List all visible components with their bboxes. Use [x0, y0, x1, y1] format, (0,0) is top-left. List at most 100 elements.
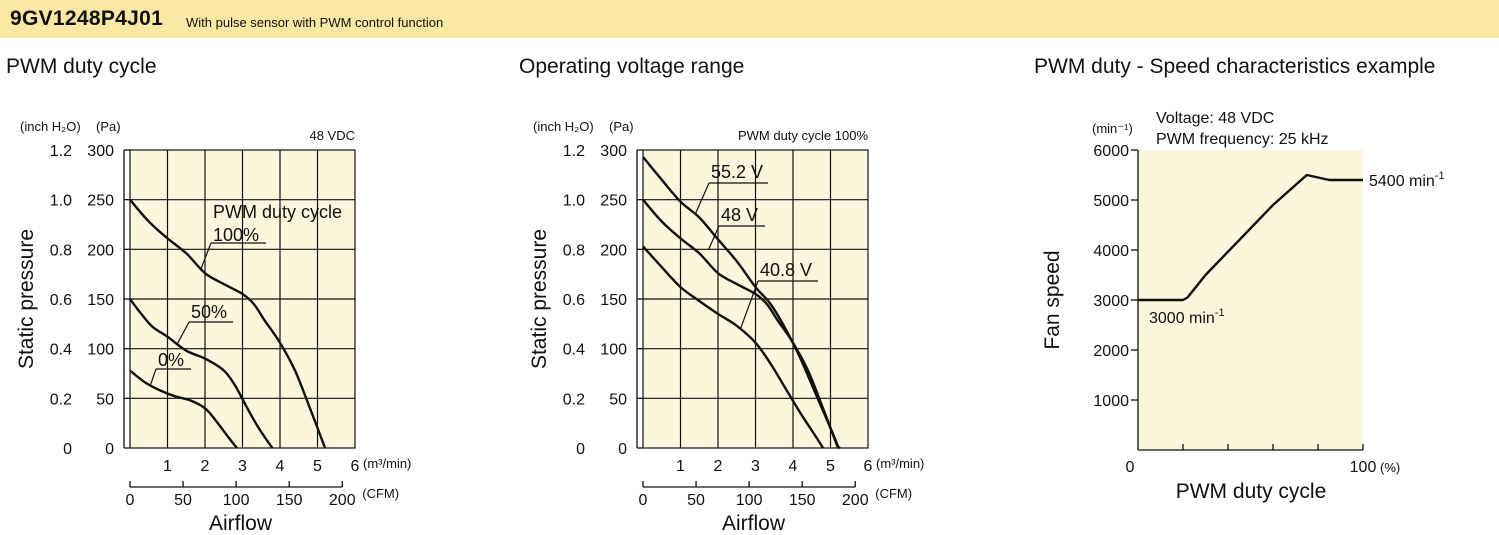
- c1-y-label: Static pressure: [15, 229, 38, 369]
- c2-label-leader: [708, 225, 720, 250]
- c3-x-tick-label: 0: [1126, 459, 1135, 476]
- model-banner: 9GV1248P4J01 With pulse sensor with PWM …: [0, 0, 1499, 38]
- c1-y2-tick-label: 1.2: [50, 143, 72, 160]
- c2-x-tick-label: 3: [751, 458, 760, 475]
- c2-y2-tick-label: 0.2: [563, 391, 585, 408]
- c2-series-label: 40.8 V: [760, 260, 812, 280]
- c1-x2-tick-label: 100: [223, 492, 250, 509]
- c2-series-label: 55.2 V: [711, 162, 763, 182]
- c1-y2-tick-label: 0.6: [50, 292, 72, 309]
- c1-y2-tick-label: 0: [63, 441, 72, 458]
- c1-y-tick-label: 100: [87, 342, 114, 359]
- c3-x-label: PWM duty cycle: [1176, 480, 1327, 503]
- c1-plot: 00500.21000.41500.62000.82501.03001.2(in…: [15, 119, 411, 535]
- c3-annotation-frequency: PWM frequency: 25 kHz: [1156, 131, 1329, 148]
- c3-speed-curve: [1138, 173, 1363, 302]
- c2-x-label: Airflow: [722, 512, 786, 535]
- c1-y-tick-label: 150: [87, 292, 114, 309]
- model-description: With pulse sensor with PWM control funct…: [186, 15, 444, 30]
- c2-curve-2: [642, 245, 825, 449]
- c2-x-unit: (m³/min): [876, 456, 924, 471]
- c2-x2-tick-label: 200: [842, 492, 869, 509]
- c1-y2-tick-label: 1.0: [50, 193, 72, 210]
- c2-y-tick-label: 100: [600, 342, 627, 359]
- c1-y2-tick-label: 0.4: [50, 342, 72, 359]
- c2-annotation: PWM duty cycle 100%: [738, 128, 868, 143]
- c2-y2-tick-label: 0: [576, 441, 585, 458]
- c1-curve-2: [129, 369, 238, 449]
- c2-y-tick-label: 250: [600, 193, 627, 210]
- c1-x2-tick-label: 0: [126, 492, 135, 509]
- c1-label-leader: [200, 242, 212, 269]
- chart3-title: PWM duty - Speed characteristics example: [1034, 55, 1436, 78]
- c2-y2-unit: (inch H₂O): [533, 119, 594, 134]
- c2-x-tick-label: 5: [826, 458, 835, 475]
- c1-x-unit: (m³/min): [363, 456, 411, 471]
- c1-legend-title: PWM duty cycle: [213, 202, 342, 222]
- c2-x-tick-label: 2: [714, 458, 723, 475]
- c1-curve-0: [129, 198, 327, 449]
- c2-x-tick-label: 1: [676, 458, 685, 475]
- c1-x2-tick-label: 200: [329, 492, 356, 509]
- c1-y-tick-label: 250: [87, 193, 114, 210]
- c1-y-tick-label: 300: [87, 143, 114, 160]
- c2-x2-unit: (CFM): [875, 486, 912, 501]
- c2-curve-1: [642, 198, 840, 449]
- c3-plot: 1000 2000 3000 4000 5000 6000 0 100 (%) PWM duty …: [1041, 110, 1400, 503]
- c3-y-tick-label: 6000: [1093, 143, 1129, 160]
- c2-x2-tick-label: 0: [639, 492, 648, 509]
- c1-series-label: 100%: [213, 225, 259, 245]
- c2-x-tick-label: 6: [864, 458, 873, 475]
- c1-y-tick-label: 200: [87, 242, 114, 259]
- c1-series-label: 50%: [191, 302, 227, 322]
- c3-label-3000: 3000 min-1: [1149, 307, 1225, 327]
- c2-y2-tick-label: 1.0: [563, 193, 585, 210]
- c2-y-unit: (Pa): [609, 119, 634, 134]
- c2-y-label: Static pressure: [528, 229, 551, 369]
- c2-y-tick-label: 150: [600, 292, 627, 309]
- c1-x-label: Airflow: [209, 512, 273, 535]
- c2-x2-tick-label: 50: [687, 492, 705, 509]
- c1-y-tick-label: 0: [105, 441, 114, 458]
- c2-y2-tick-label: 0.6: [563, 292, 585, 309]
- c2-y2-tick-label: 0.8: [563, 242, 585, 259]
- c1-x-tick-label: 2: [201, 458, 210, 475]
- c2-plot: 00500.21000.41500.62000.82501.03001.2(in…: [528, 119, 924, 535]
- c1-series-label: 0%: [158, 350, 184, 370]
- c3-annotation-voltage: Voltage: 48 VDC: [1156, 110, 1274, 127]
- c3-x-unit: (%): [1380, 460, 1400, 475]
- c2-y-tick-label: 0: [618, 441, 627, 458]
- c2-label-leader: [694, 182, 710, 214]
- c1-curve-1: [129, 298, 274, 449]
- c3-y-label: Fan speed: [1041, 250, 1064, 349]
- c1-label-leader: [150, 368, 157, 385]
- c2-label-leader: [739, 280, 759, 330]
- c2-y-tick-label: 200: [600, 242, 627, 259]
- c2-y-tick-label: 300: [600, 143, 627, 160]
- c3-y-unit: (min⁻¹): [1092, 121, 1133, 136]
- chart1-title: PWM duty cycle: [6, 55, 157, 78]
- c2-x2-tick-label: 100: [736, 492, 763, 509]
- c1-x-tick-label: 5: [313, 458, 322, 475]
- c2-y2-tick-label: 1.2: [563, 143, 585, 160]
- model-number: 9GV1248P4J01: [10, 7, 164, 30]
- c1-x-tick-label: 4: [276, 458, 285, 475]
- c3-y-tick-label: 3000: [1093, 293, 1129, 310]
- c1-y2-tick-label: 0.2: [50, 391, 72, 408]
- c3-x-tick-label: 100: [1350, 459, 1377, 476]
- c2-series-label: 48 V: [721, 205, 758, 225]
- c2-y-tick-label: 50: [609, 391, 627, 408]
- c2-x2-tick-label: 150: [789, 492, 816, 509]
- c3-y-tick-label: 2000: [1093, 343, 1129, 360]
- c2-x-tick-label: 4: [789, 458, 798, 475]
- c1-x2-tick-label: 150: [276, 492, 303, 509]
- c1-y-unit: (Pa): [96, 119, 121, 134]
- c3-y-tick-label: 4000: [1093, 243, 1129, 260]
- c1-x2-tick-label: 50: [174, 492, 192, 509]
- c1-label-leader: [176, 321, 190, 345]
- c1-x2-unit: (CFM): [362, 486, 399, 501]
- c1-y2-tick-label: 0.8: [50, 242, 72, 259]
- c1-y2-unit: (inch H₂O): [20, 119, 81, 134]
- c1-y-tick-label: 50: [96, 391, 114, 408]
